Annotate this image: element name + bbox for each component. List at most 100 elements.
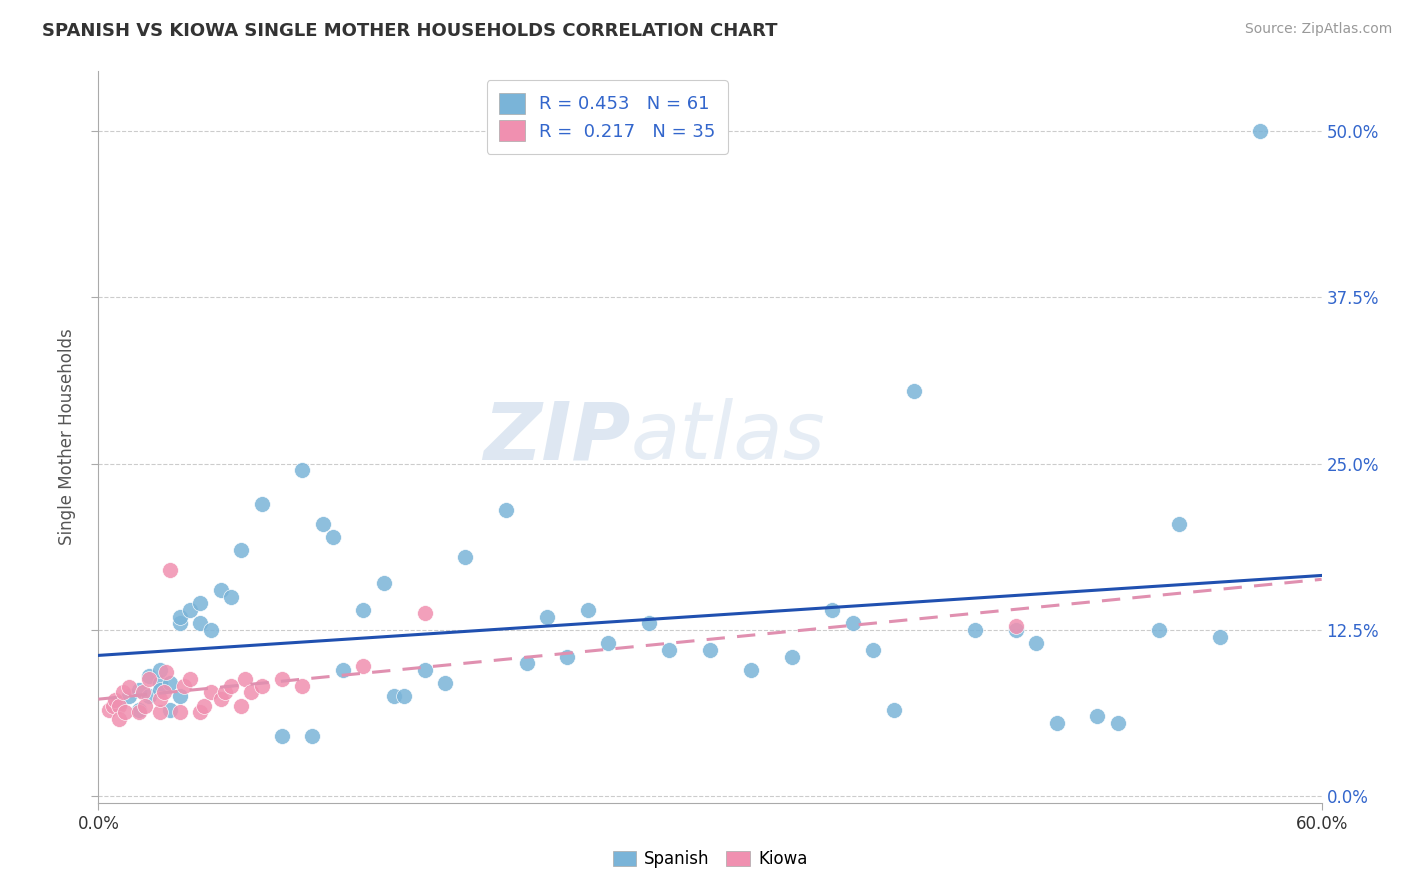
Point (1025, 636, 1047, 650)
Point (159, 703, 181, 717)
Point (1045, 716, 1069, 731)
Point (1004, 623, 1026, 637)
Point (118, 680, 141, 694)
Text: SPANISH VS KIOWA SINGLE MOTHER HOUSEHOLDS CORRELATION CHART: SPANISH VS KIOWA SINGLE MOTHER HOUSEHOLD… (42, 22, 778, 40)
Point (159, 676, 181, 690)
Point (101, 698, 124, 713)
Point (373, 576, 395, 591)
Point (699, 643, 721, 657)
Point (382, 690, 405, 704)
Point (883, 703, 905, 717)
Point (169, 616, 191, 631)
Point (169, 690, 191, 704)
Point (149, 692, 172, 706)
Point (233, 672, 256, 686)
Point (114, 706, 136, 720)
Point (740, 663, 762, 677)
Point (1107, 716, 1129, 731)
Point (155, 665, 177, 680)
Point (173, 679, 195, 693)
Point (104, 693, 127, 707)
Point (134, 698, 156, 713)
Point (132, 685, 155, 699)
Point (169, 609, 191, 624)
Point (231, 543, 253, 558)
Point (209, 692, 232, 706)
Point (159, 563, 181, 577)
Point (270, 672, 294, 686)
Point (108, 696, 131, 710)
Point (536, 609, 558, 624)
Point (1147, 623, 1170, 637)
Point (1085, 709, 1108, 723)
Point (138, 669, 160, 683)
Point (312, 516, 335, 531)
Point (1004, 619, 1026, 633)
Point (862, 643, 884, 657)
Point (108, 698, 131, 713)
Point (138, 672, 160, 686)
Point (193, 698, 215, 713)
Point (413, 606, 436, 620)
Point (219, 679, 242, 693)
Point (179, 603, 201, 617)
Point (392, 690, 416, 704)
Point (322, 530, 344, 544)
Point (352, 658, 374, 673)
Point (413, 663, 436, 677)
Point (841, 616, 863, 631)
Point (128, 682, 150, 697)
Point (332, 663, 354, 677)
Point (231, 698, 253, 713)
Point (454, 549, 477, 564)
Point (821, 603, 844, 617)
Point (200, 623, 222, 637)
Point (250, 497, 273, 511)
Point (209, 582, 232, 597)
Point (188, 616, 212, 631)
Point (903, 384, 925, 398)
Point (291, 463, 314, 477)
Point (240, 685, 263, 699)
Text: ZIP: ZIP (484, 398, 630, 476)
Legend: Spanish, Kiowa: Spanish, Kiowa (606, 844, 814, 875)
Text: Source: ZipAtlas.com: Source: ZipAtlas.com (1244, 22, 1392, 37)
Point (598, 636, 620, 650)
Point (1249, 124, 1271, 138)
Point (200, 685, 222, 699)
Point (214, 685, 236, 699)
Point (301, 729, 323, 743)
Point (576, 603, 599, 617)
Point (219, 590, 242, 604)
Point (638, 616, 661, 631)
Point (516, 656, 538, 670)
Point (138, 690, 160, 704)
Point (188, 706, 212, 720)
Point (128, 703, 150, 717)
Point (118, 690, 141, 704)
Point (108, 712, 131, 726)
Point (1209, 630, 1232, 644)
Point (495, 503, 517, 517)
Y-axis label: Single Mother Households: Single Mother Households (58, 329, 76, 545)
Point (1167, 516, 1189, 531)
Point (352, 603, 374, 617)
Point (250, 679, 273, 693)
Point (179, 672, 201, 686)
Point (780, 649, 803, 664)
Point (149, 706, 172, 720)
Point (152, 685, 174, 699)
Point (149, 676, 172, 690)
Point (965, 623, 987, 637)
Point (434, 676, 457, 690)
Point (169, 706, 191, 720)
Point (270, 729, 294, 743)
Point (97, 703, 120, 717)
Point (149, 682, 172, 697)
Text: atlas: atlas (630, 398, 825, 476)
Point (111, 685, 134, 699)
Point (557, 649, 579, 664)
Point (188, 596, 212, 610)
Point (149, 663, 172, 677)
Point (128, 706, 150, 720)
